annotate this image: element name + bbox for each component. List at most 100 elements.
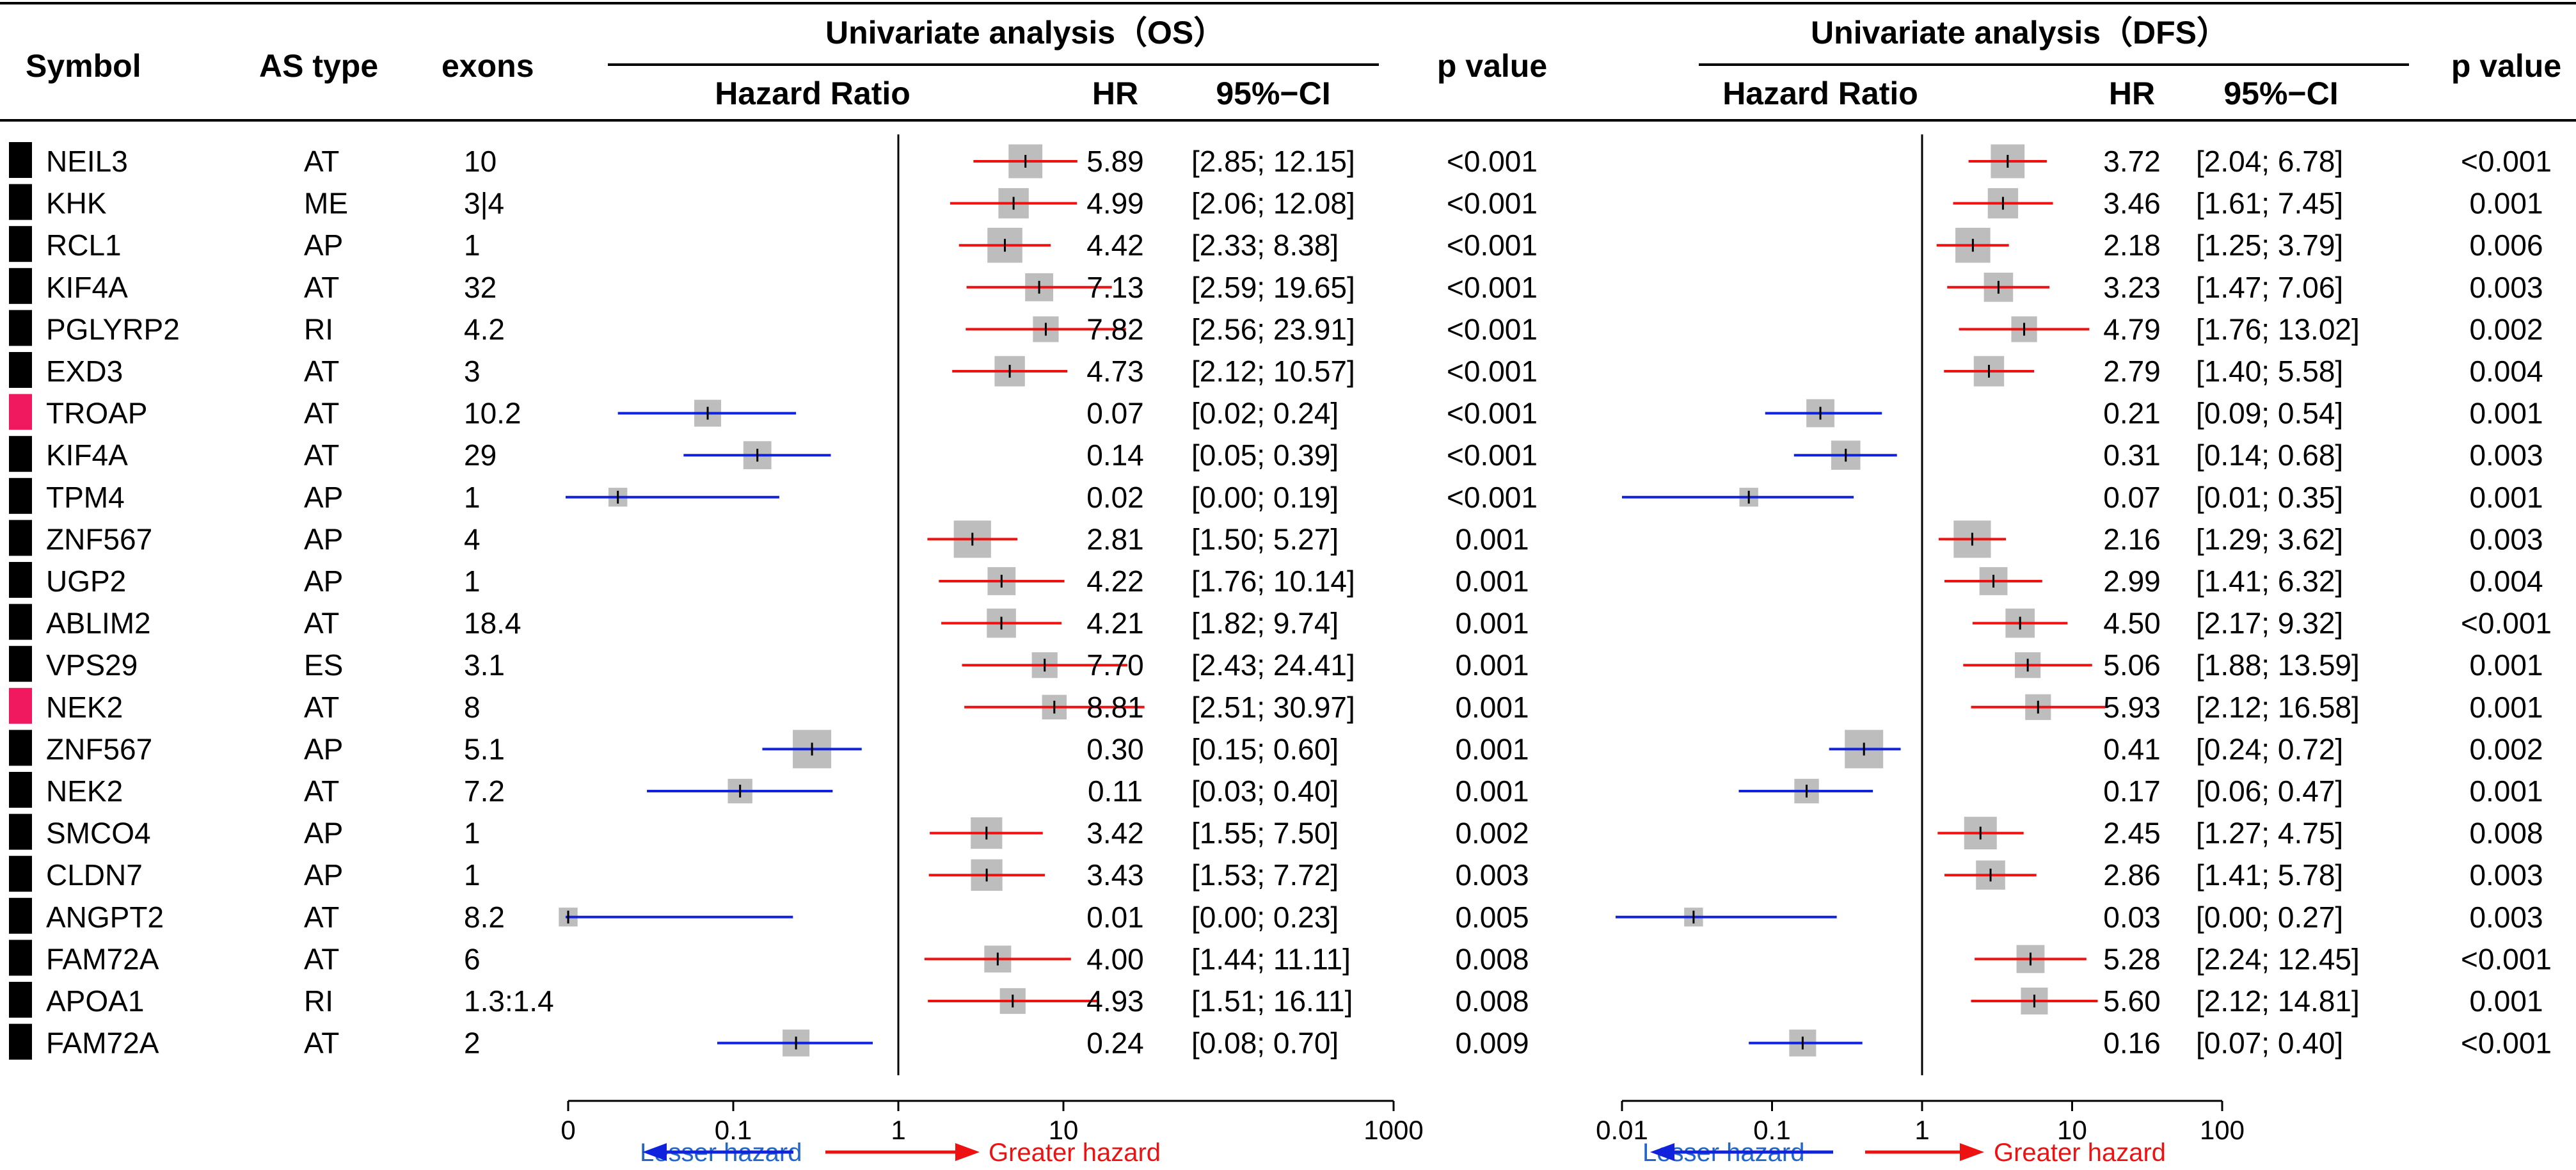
dfs-hr-value: 0.07: [2103, 481, 2161, 514]
exons-label: 3|4: [464, 187, 504, 220]
dfs-p-value: <0.001: [2461, 607, 2552, 640]
dfs-ci-value: [1.76; 13.02]: [2196, 312, 2360, 346]
dfs-p-value: 0.003: [2469, 522, 2543, 556]
os-p-value: 0.001: [1455, 565, 1529, 598]
os-p-value: 0.002: [1455, 817, 1529, 850]
os-p-value: 0.008: [1455, 984, 1529, 1018]
dfs-ci-value: [2.12; 16.58]: [2196, 691, 2360, 724]
dfs-ci-value: [1.61; 7.45]: [2196, 187, 2343, 220]
os-x-tick-label: 0.1: [715, 1115, 752, 1145]
symbol-label: NEK2: [46, 774, 123, 808]
dfs-p-value: <0.001: [2461, 1027, 2552, 1060]
exons-label: 2: [464, 1027, 481, 1060]
dfs-p-value: <0.001: [2461, 145, 2552, 178]
row-marker: [9, 436, 32, 472]
exons-label: 8.2: [464, 901, 505, 934]
exons-label: 1.3:1.4: [464, 984, 554, 1018]
os-ci-value: [0.00; 0.19]: [1191, 481, 1339, 514]
dfs-ci-value: [0.01; 0.35]: [2196, 481, 2343, 514]
os-ci-value: [2.06; 12.08]: [1191, 187, 1355, 220]
symbol-label: RCL1: [46, 228, 122, 262]
os-p-value: <0.001: [1447, 481, 1538, 514]
os-header-hr: HR: [1092, 76, 1138, 111]
symbol-label: APOA1: [46, 984, 144, 1018]
os-header-p-value: p value: [1437, 48, 1547, 84]
dfs-ci-value: [0.06; 0.47]: [2196, 774, 2343, 808]
os-hr-value: 7.13: [1086, 271, 1144, 304]
row-marker: [9, 856, 32, 892]
os-p-value: 0.008: [1455, 942, 1529, 975]
as-type-label: ME: [304, 187, 348, 220]
os-hr-value: 0.30: [1086, 732, 1144, 765]
os-header-hazard-ratio: Hazard Ratio: [715, 76, 910, 111]
dfs-legend-greater-arrowhead: [1960, 1143, 1984, 1161]
os-hr-value: 4.22: [1086, 565, 1144, 598]
os-ci-value: [0.15; 0.60]: [1191, 732, 1339, 765]
dfs-ci-value: [0.09; 0.54]: [2196, 397, 2343, 430]
exons-label: 1: [464, 228, 481, 262]
dfs-ci-value: [2.24; 12.45]: [2196, 942, 2360, 975]
os-legend-lesser-arrowhead: [642, 1143, 667, 1161]
exons-label: 1: [464, 481, 481, 514]
dfs-ci-value: [2.12; 14.81]: [2196, 984, 2360, 1018]
os-hr-value: 4.21: [1086, 607, 1144, 640]
dfs-ci-value: [0.00; 0.27]: [2196, 901, 2343, 934]
row-marker: [9, 813, 32, 850]
exons-label: 4.2: [464, 312, 505, 346]
symbol-label: ZNF567: [46, 732, 152, 765]
os-hr-value: 0.07: [1086, 397, 1144, 430]
os-ci-value: [0.08; 0.70]: [1191, 1027, 1339, 1060]
os-hr-value: 2.81: [1086, 522, 1144, 556]
os-ci-value: [1.51; 16.11]: [1191, 984, 1353, 1018]
os-hr-value: 4.93: [1086, 984, 1144, 1018]
dfs-p-value: 0.008: [2469, 817, 2543, 850]
os-ci-value: [2.12; 10.57]: [1191, 355, 1355, 388]
dfs-p-value: 0.001: [2469, 187, 2543, 220]
os-p-value: <0.001: [1447, 397, 1538, 430]
os-ci-value: [2.59; 19.65]: [1191, 271, 1355, 304]
os-x-tick-label: 10: [1049, 1115, 1079, 1145]
exons-label: 32: [464, 271, 497, 304]
as-type-label: AT: [304, 607, 339, 640]
symbol-label: TROAP: [46, 397, 147, 430]
symbol-label: CLDN7: [46, 858, 143, 892]
dfs-ci-value: [0.24; 0.72]: [2196, 732, 2343, 765]
dfs-hr-value: 3.46: [2103, 187, 2161, 220]
dfs-ci-value: [1.25; 3.79]: [2196, 228, 2343, 262]
os-p-value: 0.001: [1455, 648, 1529, 682]
as-type-label: AP: [304, 565, 343, 598]
os-ci-value: [0.03; 0.40]: [1191, 774, 1339, 808]
as-type-label: ES: [304, 648, 343, 682]
dfs-ci-value: [1.47; 7.06]: [2196, 271, 2343, 304]
dfs-header-hr: HR: [2109, 76, 2155, 111]
as-type-label: AP: [304, 732, 343, 765]
row-marker: [9, 562, 32, 598]
os-x-tick-label: 0: [561, 1115, 575, 1145]
header-as-type: AS type: [259, 48, 378, 84]
dfs-hr-value: 0.03: [2103, 901, 2161, 934]
dfs-hr-value: 2.86: [2103, 858, 2161, 892]
dfs-hr-value: 5.60: [2103, 984, 2161, 1018]
dfs-p-value: 0.003: [2469, 271, 2543, 304]
os-ci-value: [2.33; 8.38]: [1191, 228, 1339, 262]
dfs-ci-value: [0.14; 0.68]: [2196, 438, 2343, 472]
os-ci-value: [1.50; 5.27]: [1191, 522, 1339, 556]
dfs-p-value: 0.001: [2469, 691, 2543, 724]
row-marker: [9, 687, 32, 724]
dfs-p-value: 0.003: [2469, 858, 2543, 892]
dfs-panel-title: Univariate analysis（DFS）: [1811, 15, 2229, 51]
os-ci-value: [0.00; 0.23]: [1191, 901, 1339, 934]
dfs-p-value: 0.001: [2469, 984, 2543, 1018]
as-type-label: AT: [304, 691, 339, 724]
symbol-label: TPM4: [46, 481, 125, 514]
as-type-label: AT: [304, 397, 339, 430]
os-p-value: 0.009: [1455, 1027, 1529, 1060]
os-ci-value: [2.43; 24.41]: [1191, 648, 1355, 682]
row-marker: [9, 1023, 32, 1060]
exons-label: 4: [464, 522, 481, 556]
as-type-label: AT: [304, 942, 339, 975]
dfs-hr-value: 0.17: [2103, 774, 2161, 808]
symbol-label: ANGPT2: [46, 901, 164, 934]
exons-label: 5.1: [464, 732, 505, 765]
symbol-label: ABLIM2: [46, 607, 151, 640]
